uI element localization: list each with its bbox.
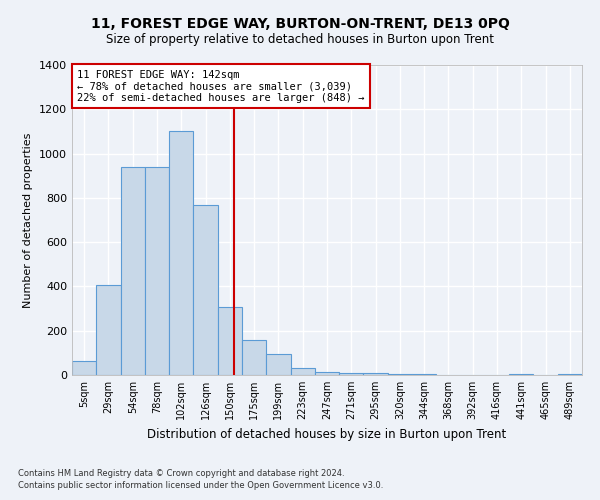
Bar [388, 374, 412, 375]
Bar [72, 360, 96, 375]
Bar [145, 167, 169, 375]
Y-axis label: Number of detached properties: Number of detached properties [23, 132, 34, 308]
Bar [339, 373, 364, 375]
Bar [412, 374, 436, 375]
Text: Contains HM Land Registry data © Crown copyright and database right 2024.: Contains HM Land Registry data © Crown c… [18, 468, 344, 477]
Bar [242, 340, 266, 375]
Bar [509, 374, 533, 375]
Bar [315, 372, 339, 375]
Text: 11 FOREST EDGE WAY: 142sqm
← 78% of detached houses are smaller (3,039)
22% of s: 11 FOREST EDGE WAY: 142sqm ← 78% of deta… [77, 70, 365, 103]
Bar [218, 308, 242, 375]
Bar [266, 354, 290, 375]
Bar [96, 286, 121, 375]
Bar [558, 374, 582, 375]
Text: Contains public sector information licensed under the Open Government Licence v3: Contains public sector information licen… [18, 481, 383, 490]
Bar [169, 132, 193, 375]
Text: 11, FOREST EDGE WAY, BURTON-ON-TRENT, DE13 0PQ: 11, FOREST EDGE WAY, BURTON-ON-TRENT, DE… [91, 18, 509, 32]
Bar [364, 373, 388, 375]
Bar [193, 204, 218, 375]
X-axis label: Distribution of detached houses by size in Burton upon Trent: Distribution of detached houses by size … [148, 428, 506, 440]
Text: Size of property relative to detached houses in Burton upon Trent: Size of property relative to detached ho… [106, 32, 494, 46]
Bar [290, 368, 315, 375]
Bar [121, 167, 145, 375]
